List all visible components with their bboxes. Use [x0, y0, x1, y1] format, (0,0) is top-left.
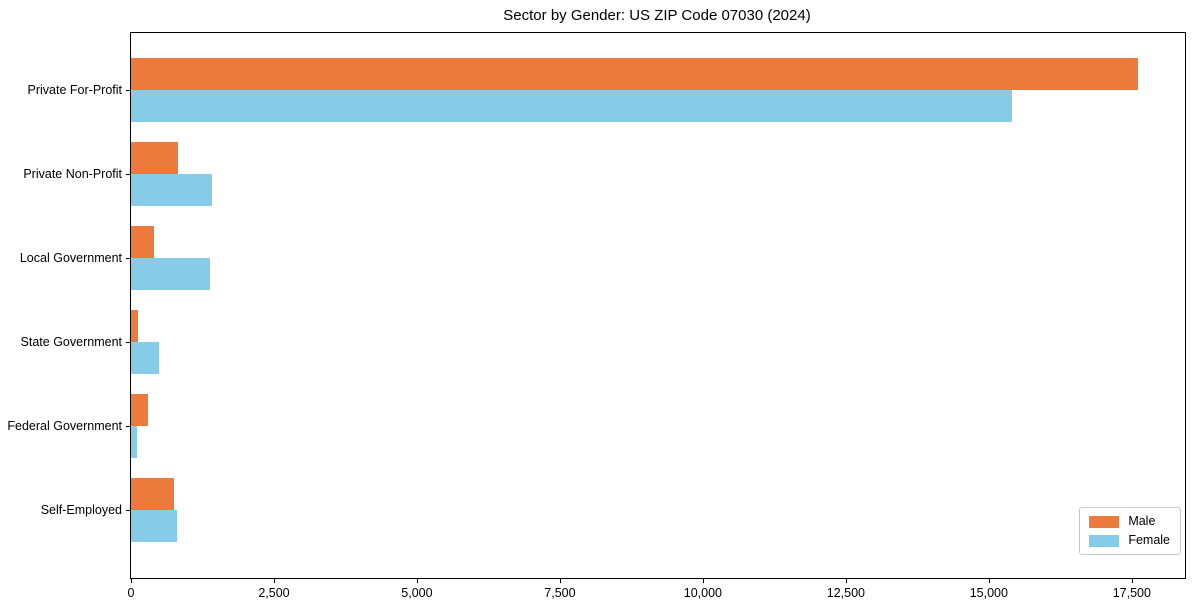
legend-swatch-female	[1089, 534, 1120, 547]
y-axis-tick	[126, 174, 131, 175]
legend-item-male: Male	[1089, 515, 1170, 528]
x-axis-tick	[1131, 578, 1133, 583]
chart-title: Sector by Gender: US ZIP Code 07030 (202…	[503, 7, 811, 24]
x-tick-label-17-500: 17,500	[1112, 586, 1151, 600]
x-tick-label-7-500: 7,500	[544, 586, 576, 600]
legend-item-female: Female	[1089, 534, 1170, 547]
x-axis-tick	[702, 578, 704, 583]
x-tick-label-0: 0	[127, 586, 135, 600]
legend: Male Female	[1079, 507, 1181, 555]
y-axis-tick	[126, 426, 131, 427]
bar-female-federal-government	[131, 426, 138, 458]
legend-label-male: Male	[1128, 514, 1156, 528]
y-tick-label-state-government: State Government	[20, 335, 122, 349]
legend-swatch-male	[1089, 515, 1120, 528]
bar-female-self-employed	[131, 510, 177, 542]
bar-female-private-non-profit	[131, 174, 213, 206]
bar-male-state-government	[131, 310, 138, 342]
legend-label-female: Female	[1128, 533, 1170, 547]
y-axis-tick	[126, 342, 131, 343]
y-axis-tick	[126, 510, 131, 511]
y-tick-label-private-for-profit: Private For-Profit	[27, 83, 122, 97]
bar-male-local-government	[131, 226, 154, 258]
bar-female-state-government	[131, 342, 159, 374]
y-axis-tick	[126, 90, 131, 91]
x-tick-label-12-500: 12,500	[826, 586, 865, 600]
bar-male-self-employed	[131, 478, 174, 510]
x-axis-tick	[273, 578, 275, 583]
x-tick-label-10-000: 10,000	[683, 586, 723, 600]
y-tick-label-local-government: Local Government	[19, 251, 122, 265]
x-axis-tick	[559, 578, 561, 583]
x-axis-tick	[988, 578, 990, 583]
y-tick-label-self-employed: Self-Employed	[40, 503, 122, 517]
y-tick-label-federal-government: Federal Government	[7, 419, 122, 433]
bar-male-federal-government	[131, 394, 149, 426]
x-axis-tick	[416, 578, 418, 583]
x-axis-tick	[131, 578, 132, 583]
x-tick-label-5-000: 5,000	[401, 586, 433, 600]
y-tick-label-private-non-profit: Private Non-Profit	[23, 167, 122, 181]
bar-female-local-government	[131, 258, 210, 290]
bar-female-private-for-profit	[131, 90, 1012, 122]
y-axis-tick	[126, 258, 131, 259]
plot-area: Private For-Profit Private Non-Profit Loca…	[7, 32, 1186, 600]
x-tick-label-15-000: 15,000	[969, 586, 1008, 600]
x-tick-label-2-500: 2,500	[258, 586, 290, 600]
x-axis-tick	[845, 578, 847, 583]
bar-male-private-non-profit	[131, 142, 178, 174]
bar-male-private-for-profit	[131, 58, 1138, 90]
